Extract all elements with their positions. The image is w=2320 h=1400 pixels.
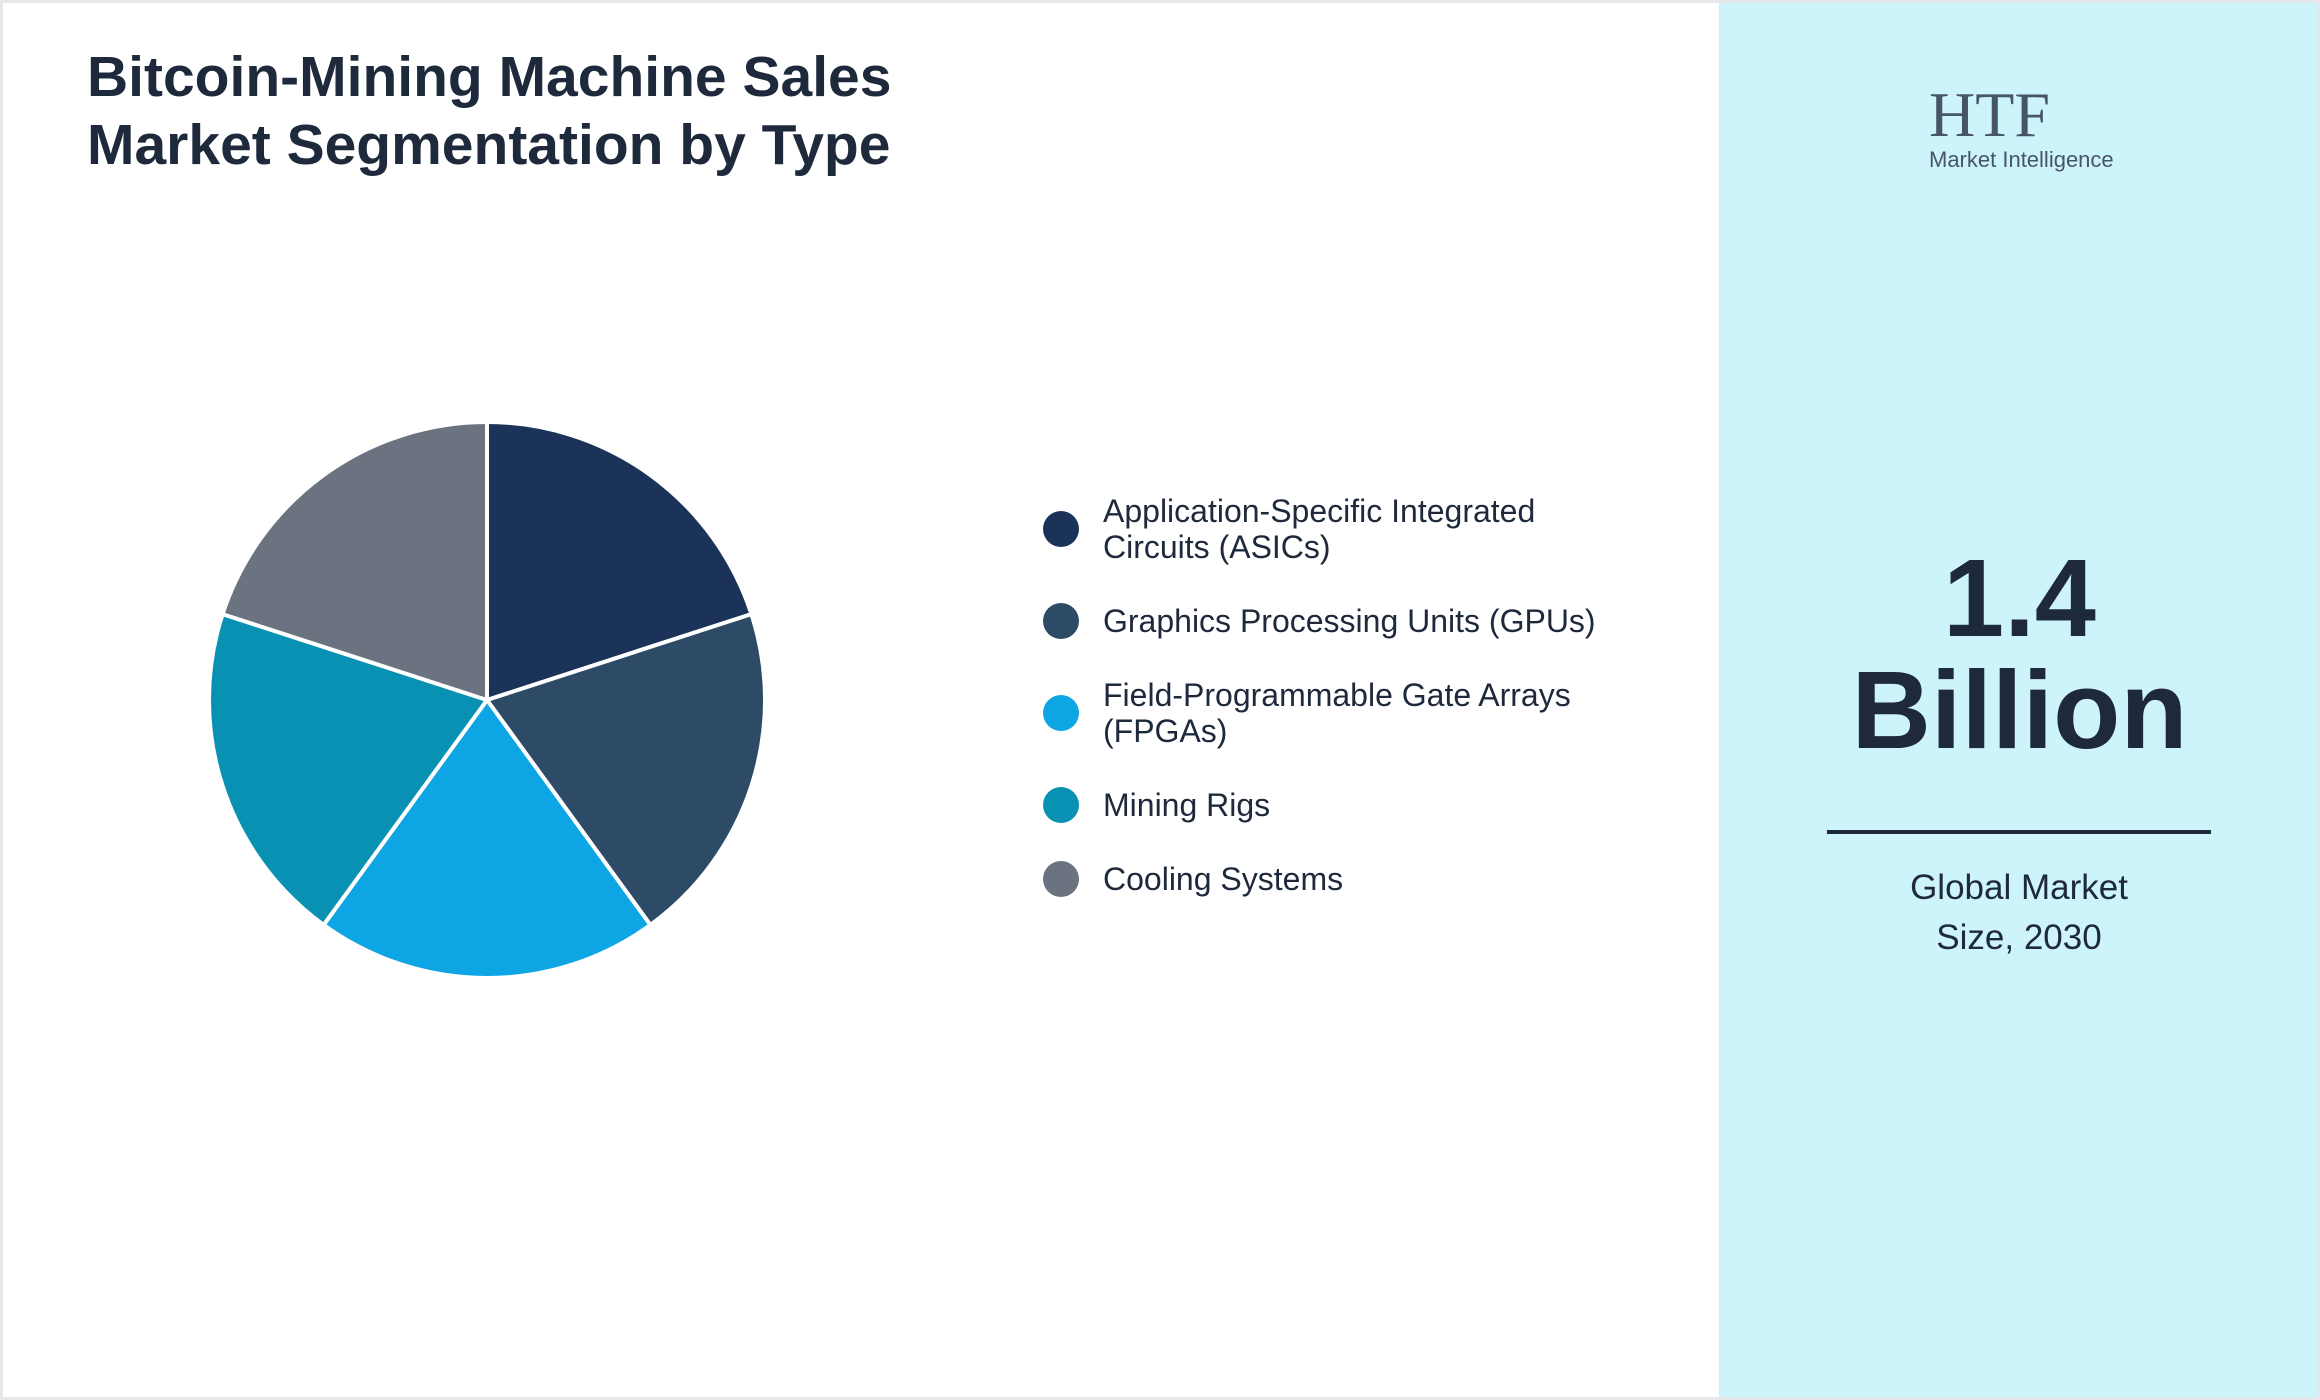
legend-marker bbox=[1043, 787, 1079, 823]
pie-slice bbox=[207, 611, 491, 928]
divider bbox=[1827, 830, 2211, 834]
legend-item: Cooling Systems bbox=[1043, 861, 1643, 897]
headline-value: 1.4 Billion bbox=[1851, 537, 2188, 772]
legend: Application-Specific Integrated Circuits… bbox=[1043, 493, 1643, 897]
legend-marker bbox=[1043, 603, 1079, 639]
side-panel: HTF Market Intelligence 1.4 Billion Glob… bbox=[1719, 3, 2317, 1397]
logo: HTF Market Intelligence bbox=[1929, 83, 2129, 173]
pie-chart bbox=[207, 419, 767, 980]
headline-caption: Global Market Size, 2030 bbox=[1910, 868, 2128, 957]
legend-label: Graphics Processing Units (GPUs) bbox=[1103, 603, 1596, 639]
legend-label: Application-Specific Integrated Circuits… bbox=[1103, 493, 1536, 565]
pie-slice bbox=[320, 696, 654, 980]
legend-item: Mining Rigs bbox=[1043, 787, 1643, 823]
legend-label: Cooling Systems bbox=[1103, 861, 1344, 897]
legend-marker bbox=[1043, 511, 1079, 547]
legend-item: Application-Specific Integrated Circuits… bbox=[1043, 493, 1643, 565]
pie-slice bbox=[483, 611, 767, 928]
pie-slice bbox=[485, 419, 754, 703]
legend-marker bbox=[1043, 695, 1079, 731]
logo-name: HTF bbox=[1929, 79, 2050, 150]
legend-label: Mining Rigs bbox=[1103, 787, 1271, 823]
legend-marker bbox=[1043, 861, 1079, 897]
legend-item: Field-Programmable Gate Arrays (FPGAs) bbox=[1043, 677, 1643, 749]
legend-label: Field-Programmable Gate Arrays (FPGAs) bbox=[1103, 677, 1571, 749]
chart-title: Bitcoin-Mining Machine Sales Market Segm… bbox=[87, 45, 892, 177]
legend-item: Graphics Processing Units (GPUs) bbox=[1043, 603, 1643, 639]
pie-slice bbox=[220, 419, 489, 703]
logo-tagline: Market Intelligence bbox=[1929, 147, 2114, 172]
